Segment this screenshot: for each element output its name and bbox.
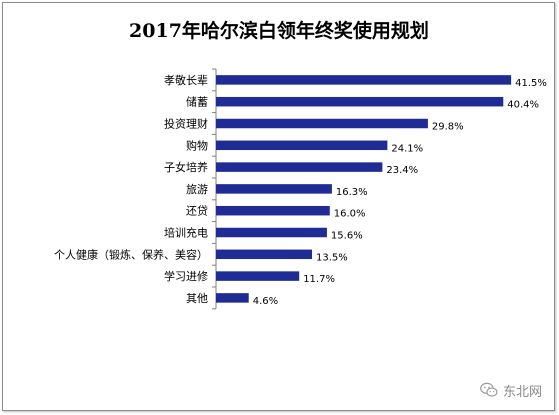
value-label: 16.3% — [336, 187, 368, 198]
value-label: 41.5% — [515, 78, 547, 89]
plot-area: 孝敬长辈 41.5% 储蓄 40.4% 投资理财 29.8% 购物 24.1% 子女培养 23.4… — [54, 68, 547, 310]
bar-chart: 2017年哈尔滨白领年终奖使用规划 孝敬长辈 41.5% 储蓄 40.4% 投资理财 29… — [54, 19, 547, 310]
value-label: 4.6% — [253, 296, 278, 307]
watermark: 东北网 — [479, 380, 542, 400]
category-label: 个人健康（锻炼、保养、美容） — [54, 247, 208, 261]
bar — [216, 271, 300, 281]
value-label: 24.1% — [391, 143, 423, 154]
value-label: 23.4% — [386, 165, 418, 176]
bar — [216, 227, 327, 238]
value-label: 16.0% — [334, 209, 366, 220]
bar — [216, 249, 312, 260]
value-label: 11.7% — [303, 274, 335, 285]
category-label: 子女培养 — [164, 160, 208, 174]
category-label: 旅游 — [186, 182, 208, 196]
category-label: 其他 — [186, 292, 208, 305]
category-label: 投资理财 — [164, 117, 208, 131]
bar — [216, 96, 504, 107]
category-label: 购物 — [186, 138, 208, 152]
category-label: 储蓄 — [186, 95, 208, 109]
category-label: 学习进修 — [164, 269, 208, 283]
bar — [216, 140, 388, 151]
bar — [216, 184, 332, 194]
bar — [216, 75, 512, 85]
chart-title: 2017年哈尔滨白领年终奖使用规划 — [129, 19, 429, 42]
category-label: 还贷 — [186, 204, 208, 218]
wechat-logo-icon — [480, 382, 498, 397]
value-label: 15.6% — [331, 231, 363, 242]
chart-frame: 2017年哈尔滨白领年终奖使用规划 孝敬长辈 41.5% 储蓄 40.4% 投资理财 29… — [2, 2, 555, 411]
value-label: 13.5% — [316, 252, 348, 263]
bar — [216, 293, 249, 303]
bar — [216, 205, 330, 216]
value-label: 29.8% — [432, 122, 464, 133]
category-label: 培训充电 — [164, 226, 208, 240]
value-label: 40.4% — [507, 100, 539, 111]
bar — [216, 162, 383, 172]
category-label: 孝敬长辈 — [164, 73, 208, 87]
watermark-text: 东北网 — [502, 384, 542, 400]
bar — [216, 118, 428, 129]
